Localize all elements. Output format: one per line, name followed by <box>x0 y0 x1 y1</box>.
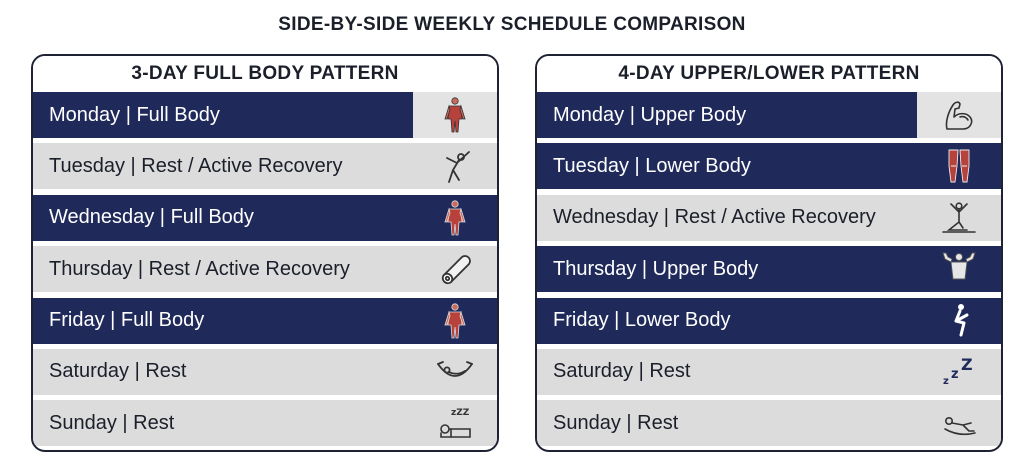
panel-3-day-full-body: 3-DAY FULL BODY PATTERN Monday | Full Bo… <box>31 54 499 452</box>
svg-text:Z: Z <box>961 355 973 374</box>
body-muscles-icon <box>413 298 497 344</box>
row-label: Thursday | Upper Body <box>553 257 759 280</box>
schedule-row: Thursday | Upper Body <box>537 246 1001 293</box>
schedule-row: Saturday | Rest z z Z <box>537 348 1001 395</box>
flexed-bicep-icon <box>917 92 1001 138</box>
schedule-row: Saturday | Rest <box>33 348 497 395</box>
schedule-row: Wednesday | Rest / Active Recovery <box>537 194 1001 241</box>
row-label: Wednesday | Rest / Active Recovery <box>553 206 876 229</box>
row-label: Sunday | Rest <box>49 411 175 434</box>
schedule-row: Monday | Upper Body <box>537 92 1001 138</box>
panel-4-day-upper-lower: 4-DAY UPPER/LOWER PATTERN Monday | Upper… <box>535 54 1003 452</box>
row-label: Friday | Full Body <box>49 309 205 332</box>
row-label: Tuesday | Rest / Active Recovery <box>49 154 343 177</box>
stretching-person-icon <box>413 143 497 189</box>
schedule-row: Friday | Full Body <box>33 297 497 344</box>
schedule-row: Monday | Full Body <box>33 92 497 138</box>
row-label: Wednesday | Full Body <box>49 206 254 229</box>
hammock-icon <box>413 349 497 395</box>
row-label: Saturday | Rest <box>49 360 187 383</box>
body-muscles-icon <box>413 195 497 241</box>
panel-title: 4-DAY UPPER/LOWER PATTERN <box>537 56 1001 92</box>
upper-torso-icon <box>917 246 1001 292</box>
schedule-row: Wednesday | Full Body <box>33 194 497 241</box>
yoga-pose-icon <box>917 195 1001 241</box>
svg-text:z: z <box>943 376 949 387</box>
row-label: Monday | Full Body <box>49 103 220 126</box>
row-label: Saturday | Rest <box>553 360 691 383</box>
squat-icon <box>917 298 1001 344</box>
foam-roller-icon <box>413 246 497 292</box>
schedule-row: Sunday | Rest <box>537 400 1001 447</box>
row-label: Sunday | Rest <box>553 411 679 434</box>
row-label: Monday | Upper Body <box>553 103 747 126</box>
schedule-row: Thursday | Rest / Active Recovery <box>33 246 497 293</box>
page-title: SIDE-BY-SIDE WEEKLY SCHEDULE COMPARISON <box>278 14 746 35</box>
sleeping-person-icon: zZZ <box>413 400 497 446</box>
row-label: Tuesday | Lower Body <box>553 154 751 177</box>
schedule-row: Tuesday | Lower Body <box>537 143 1001 190</box>
body-muscles-icon <box>413 92 497 138</box>
sleep-zzz-icon: z z Z <box>917 349 1001 395</box>
reclining-person-icon <box>917 400 1001 446</box>
svg-text:zZZ: zZZ <box>451 408 470 418</box>
svg-text:z: z <box>951 367 959 382</box>
row-label: Friday | Lower Body <box>553 309 731 332</box>
schedule-row: Tuesday | Rest / Active Recovery <box>33 143 497 190</box>
schedule-row: Friday | Lower Body <box>537 297 1001 344</box>
panel-title: 3-DAY FULL BODY PATTERN <box>33 56 497 92</box>
schedule-row: Sunday | Rest zZZ <box>33 400 497 447</box>
leg-muscles-icon <box>917 143 1001 189</box>
row-label: Thursday | Rest / Active Recovery <box>49 257 350 280</box>
